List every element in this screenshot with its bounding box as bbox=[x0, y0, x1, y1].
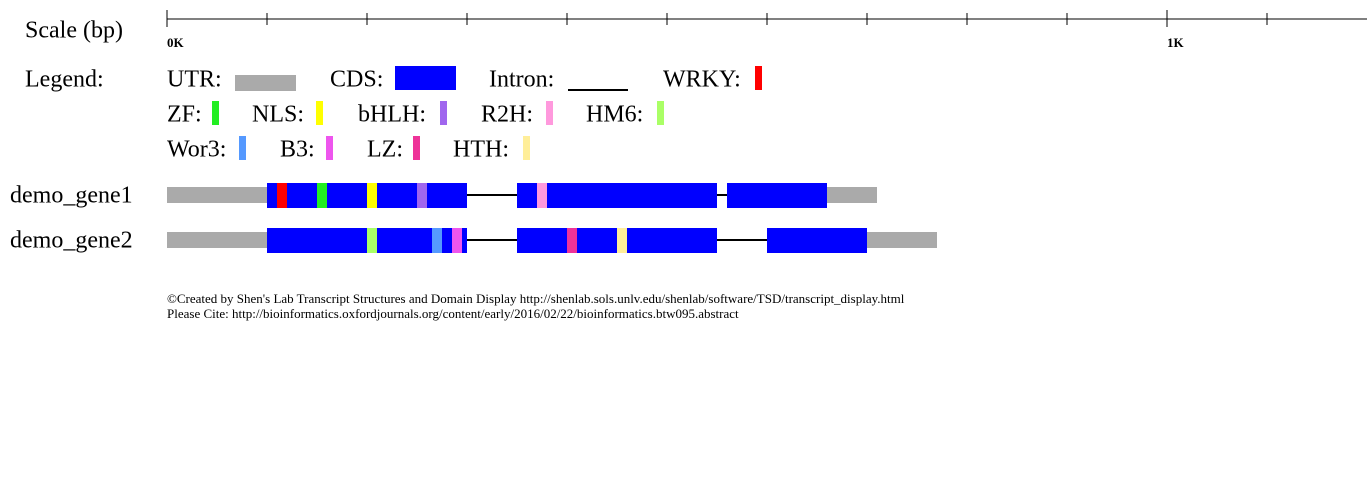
legend-swatch bbox=[395, 66, 456, 90]
legend-swatch bbox=[523, 136, 530, 160]
legend-title: Legend: bbox=[25, 67, 104, 93]
domain bbox=[277, 183, 287, 208]
legend-swatch bbox=[235, 75, 296, 91]
legend-label: R2H: bbox=[481, 102, 533, 128]
utr bbox=[167, 187, 267, 203]
legend-label: HM6: bbox=[586, 102, 643, 128]
domain bbox=[317, 183, 327, 208]
legend-swatch bbox=[440, 101, 447, 125]
legend-swatch bbox=[316, 101, 323, 125]
domain bbox=[452, 228, 462, 253]
domain bbox=[537, 183, 547, 208]
gene-name: demo_gene1 bbox=[10, 183, 133, 209]
legend-swatch bbox=[326, 136, 333, 160]
domain bbox=[567, 228, 577, 253]
domain bbox=[617, 228, 627, 253]
legend-label: B3: bbox=[280, 137, 315, 163]
tick-label: 0K bbox=[167, 35, 185, 50]
legend-swatch bbox=[413, 136, 420, 160]
domain bbox=[432, 228, 442, 253]
legend-swatch bbox=[212, 101, 219, 125]
legend-label: WRKY: bbox=[663, 67, 741, 93]
legend-swatch bbox=[657, 101, 664, 125]
scale-label: Scale (bp) bbox=[25, 18, 123, 44]
utr bbox=[867, 232, 937, 248]
legend-swatch bbox=[239, 136, 246, 160]
legend-swatch bbox=[546, 101, 553, 125]
cds bbox=[767, 228, 867, 253]
legend-swatch bbox=[755, 66, 762, 90]
legend-label: bHLH: bbox=[358, 102, 426, 128]
domain bbox=[367, 228, 377, 253]
cds bbox=[727, 183, 827, 208]
legend-label: NLS: bbox=[252, 102, 304, 128]
legend-label: HTH: bbox=[453, 137, 509, 163]
legend-label: Wor3: bbox=[167, 137, 226, 163]
domain bbox=[417, 183, 427, 208]
tick-label: 1K bbox=[1167, 35, 1185, 50]
legend-label: Intron: bbox=[489, 67, 554, 93]
legend-label: LZ: bbox=[367, 137, 403, 163]
domain bbox=[367, 183, 377, 208]
legend-label: CDS: bbox=[330, 67, 383, 93]
footer-cite: Please Cite: http://bioinformatics.oxfor… bbox=[167, 306, 739, 321]
gene-name: demo_gene2 bbox=[10, 228, 133, 254]
utr bbox=[167, 232, 267, 248]
utr bbox=[827, 187, 877, 203]
legend-label: ZF: bbox=[167, 102, 202, 128]
cds bbox=[517, 183, 717, 208]
footer-credit: ©Created by Shen's Lab Transcript Struct… bbox=[167, 291, 905, 306]
legend-label: UTR: bbox=[167, 67, 222, 93]
